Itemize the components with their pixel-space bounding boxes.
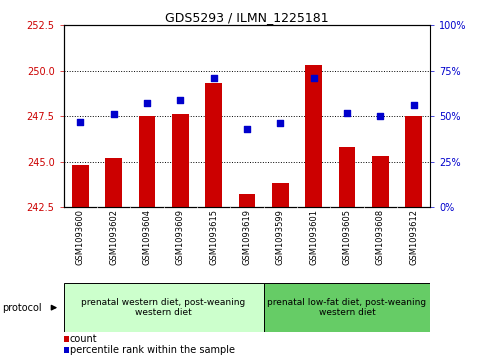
Bar bbox=[138, 116, 155, 207]
Text: GSM1093599: GSM1093599 bbox=[275, 209, 284, 265]
Bar bbox=[63, 283, 263, 332]
Text: GSM1093600: GSM1093600 bbox=[76, 209, 84, 265]
Text: prenatal low-fat diet, post-weaning
western diet: prenatal low-fat diet, post-weaning west… bbox=[267, 298, 426, 317]
Text: GSM1093619: GSM1093619 bbox=[242, 209, 251, 265]
Bar bbox=[238, 194, 255, 207]
Title: GDS5293 / ILMN_1225181: GDS5293 / ILMN_1225181 bbox=[165, 11, 328, 24]
Text: GSM1093602: GSM1093602 bbox=[109, 209, 118, 265]
Point bbox=[243, 126, 250, 132]
Bar bbox=[72, 165, 88, 207]
Point bbox=[109, 111, 117, 117]
Text: count: count bbox=[70, 334, 97, 344]
Bar bbox=[305, 65, 321, 207]
Point bbox=[409, 102, 417, 108]
Text: GSM1093612: GSM1093612 bbox=[408, 209, 417, 265]
Point bbox=[309, 75, 317, 81]
Text: percentile rank within the sample: percentile rank within the sample bbox=[70, 345, 234, 355]
Point bbox=[343, 110, 350, 115]
Point bbox=[376, 113, 384, 119]
Bar bbox=[172, 114, 188, 207]
Text: GSM1093604: GSM1093604 bbox=[142, 209, 151, 265]
Bar bbox=[371, 156, 388, 207]
Text: GSM1093615: GSM1093615 bbox=[209, 209, 218, 265]
Bar bbox=[205, 83, 222, 207]
Text: GSM1093609: GSM1093609 bbox=[175, 209, 184, 265]
Text: GSM1093605: GSM1093605 bbox=[342, 209, 351, 265]
Text: prenatal western diet, post-weaning
western diet: prenatal western diet, post-weaning west… bbox=[81, 298, 245, 317]
Point bbox=[276, 121, 284, 126]
Bar bbox=[263, 283, 429, 332]
Text: GSM1093601: GSM1093601 bbox=[308, 209, 318, 265]
Point bbox=[142, 101, 150, 106]
Text: protocol: protocol bbox=[2, 303, 42, 313]
Text: GSM1093608: GSM1093608 bbox=[375, 209, 384, 265]
Bar bbox=[105, 158, 122, 207]
Bar bbox=[338, 147, 355, 207]
Point bbox=[176, 97, 184, 103]
Bar bbox=[271, 183, 288, 207]
Bar bbox=[405, 116, 421, 207]
Point bbox=[209, 75, 217, 81]
Point bbox=[76, 119, 84, 125]
